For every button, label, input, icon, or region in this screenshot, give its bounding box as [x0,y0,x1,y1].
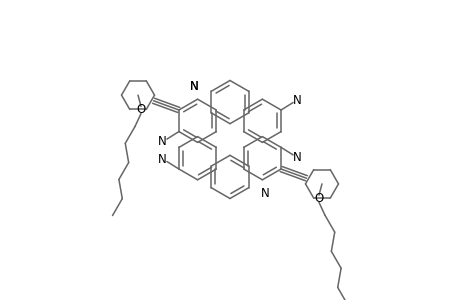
Text: N: N [158,135,167,148]
Text: N: N [292,151,301,164]
Text: O: O [136,103,146,116]
Text: N: N [292,94,301,106]
Text: N: N [158,153,167,166]
Text: N: N [190,80,199,94]
Text: N: N [190,80,199,94]
Text: O: O [313,192,323,205]
Text: N: N [260,187,269,200]
